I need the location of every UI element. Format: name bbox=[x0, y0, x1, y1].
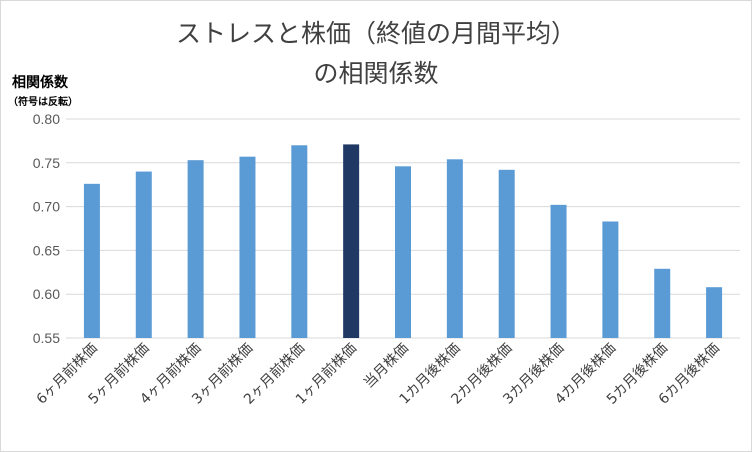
bar bbox=[550, 204, 567, 338]
bar bbox=[446, 159, 463, 338]
bar bbox=[602, 221, 619, 338]
x-tick-label: 当月株価 bbox=[361, 341, 412, 392]
bar bbox=[83, 183, 100, 338]
y-tick-labels: 0.55 0.60 0.65 0.70 0.75 0.80 bbox=[33, 111, 60, 346]
chart-title-line1: ストレスと株価（終値の月間平均） bbox=[175, 19, 576, 48]
y-tick-label: 0.75 bbox=[33, 155, 60, 171]
bar bbox=[654, 268, 671, 338]
y-tick-label: 0.70 bbox=[33, 199, 60, 215]
y-tick-label: 0.60 bbox=[33, 286, 60, 302]
y-axis-note: （符号は反転） bbox=[8, 97, 78, 108]
bar bbox=[343, 144, 360, 338]
y-axis-label: 相関係数 bbox=[12, 75, 68, 91]
bar bbox=[135, 171, 152, 338]
bars bbox=[83, 144, 723, 338]
y-tick-label: 0.80 bbox=[33, 111, 60, 127]
bar bbox=[395, 166, 411, 338]
bar bbox=[291, 145, 308, 338]
bar bbox=[239, 156, 256, 338]
bar bbox=[498, 169, 515, 338]
bar bbox=[187, 160, 204, 338]
y-tick-label: 0.65 bbox=[33, 242, 60, 258]
y-tick-label: 0.55 bbox=[33, 330, 60, 346]
chart-title-line2: の相関係数 bbox=[313, 59, 439, 88]
bar bbox=[706, 287, 723, 338]
